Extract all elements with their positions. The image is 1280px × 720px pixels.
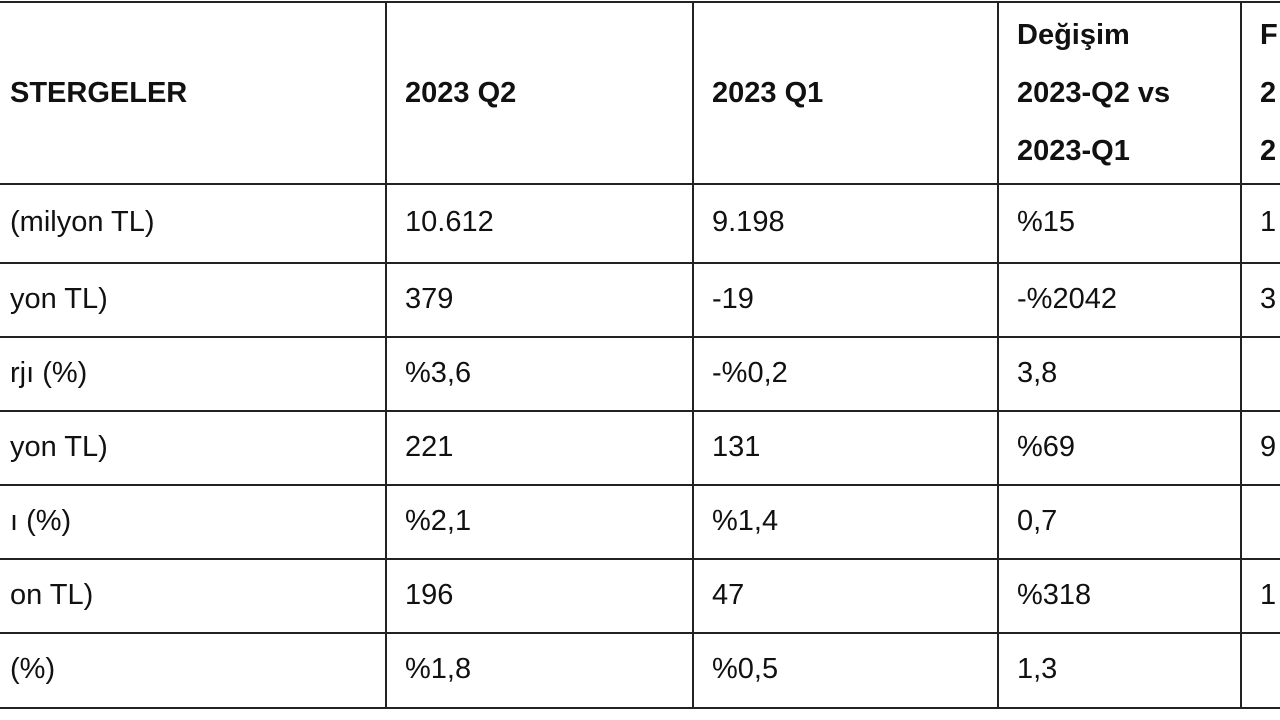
- cell-text: on TL): [10, 578, 94, 611]
- header-text: 2: [1260, 135, 1277, 167]
- cell-text: 1: [1260, 206, 1277, 238]
- table-cell: 221: [385, 410, 694, 486]
- header-text: 2023-Q2 vs: [1017, 77, 1171, 109]
- cell-text: %2,1: [405, 504, 472, 537]
- header-text: 2023-Q1: [1017, 135, 1130, 167]
- table-cell: 47: [692, 558, 999, 634]
- cell-text: -19: [712, 282, 754, 315]
- table-cell: 3: [1240, 262, 1280, 338]
- cell-text: 3: [1260, 282, 1277, 315]
- table-cell: (milyon TL): [0, 183, 387, 264]
- table-cell: 9.198: [692, 183, 999, 264]
- cell-text: 9: [1260, 430, 1277, 463]
- table-cell: %1,4: [692, 484, 999, 560]
- table-cell: %3,6: [385, 336, 694, 412]
- header-text: Değişim: [1017, 19, 1130, 51]
- cell-text: %0,5: [712, 653, 779, 685]
- header-text: STERGELER: [10, 77, 188, 109]
- table-cell: %15: [997, 183, 1242, 264]
- cell-text: %15: [1017, 206, 1076, 238]
- table-cell: [1240, 484, 1280, 560]
- cell-text: ı (%): [10, 504, 72, 537]
- table-cell: ı (%): [0, 484, 387, 560]
- header-text: 2023 Q1: [712, 77, 824, 109]
- header-cell: 2023 Q2: [385, 1, 694, 185]
- table-cell: %69: [997, 410, 1242, 486]
- header-cell: Değişim 2023-Q2 vs 2023-Q1: [997, 1, 1242, 185]
- cell-text: 9.198: [712, 206, 785, 238]
- table-cell: yon TL): [0, 262, 387, 338]
- cell-text: -%2042: [1017, 282, 1117, 315]
- cell-text: 379: [405, 282, 454, 315]
- cell-text: rjı (%): [10, 356, 88, 389]
- table-cell: 1: [1240, 558, 1280, 634]
- cell-text: 10.612: [405, 206, 494, 238]
- header-text: 2023 Q2: [405, 77, 517, 109]
- table-cell: %0,5: [692, 632, 999, 709]
- cell-text: 3,8: [1017, 356, 1058, 389]
- table-cell: 196: [385, 558, 694, 634]
- header-cell: 2023 Q1: [692, 1, 999, 185]
- cell-text: (milyon TL): [10, 206, 155, 238]
- table-cell: (%): [0, 632, 387, 709]
- table-cell: on TL): [0, 558, 387, 634]
- cell-text: %1,4: [712, 504, 779, 537]
- table-cell: 1,3: [997, 632, 1242, 709]
- table-cell: -%2042: [997, 262, 1242, 338]
- table-cell: 9: [1240, 410, 1280, 486]
- cell-text: 221: [405, 430, 454, 463]
- cell-text: 0,7: [1017, 504, 1058, 537]
- cell-text: 47: [712, 578, 745, 611]
- cell-text: 131: [712, 430, 761, 463]
- cell-text: 196: [405, 578, 454, 611]
- table-cell: -%0,2: [692, 336, 999, 412]
- header-text: F: [1260, 19, 1278, 51]
- table-cell: 379: [385, 262, 694, 338]
- header-cell: STERGELER: [0, 1, 387, 185]
- table-cell: -19: [692, 262, 999, 338]
- table-cell: 131: [692, 410, 999, 486]
- cell-text: 1: [1260, 578, 1277, 611]
- table-cell: %318: [997, 558, 1242, 634]
- table-cell: 0,7: [997, 484, 1242, 560]
- cell-text: (%): [10, 653, 56, 685]
- cell-text: yon TL): [10, 430, 108, 463]
- header-cell: F 2 2: [1240, 1, 1280, 185]
- table-cell: 10.612: [385, 183, 694, 264]
- cell-text: -%0,2: [712, 356, 788, 389]
- table-cell: 3,8: [997, 336, 1242, 412]
- table-cell: yon TL): [0, 410, 387, 486]
- table-cell: [1240, 336, 1280, 412]
- cell-text: %69: [1017, 430, 1076, 463]
- cell-text: %1,8: [405, 653, 472, 685]
- table-cell: %1,8: [385, 632, 694, 709]
- header-text: 2: [1260, 77, 1277, 109]
- cell-text: 1,3: [1017, 653, 1058, 685]
- cell-text: yon TL): [10, 282, 108, 315]
- table-cell: %2,1: [385, 484, 694, 560]
- table-cell: 1: [1240, 183, 1280, 264]
- cell-text: %318: [1017, 578, 1092, 611]
- cell-text: %3,6: [405, 356, 472, 389]
- table-cell: rjı (%): [0, 336, 387, 412]
- table-cell: [1240, 632, 1280, 709]
